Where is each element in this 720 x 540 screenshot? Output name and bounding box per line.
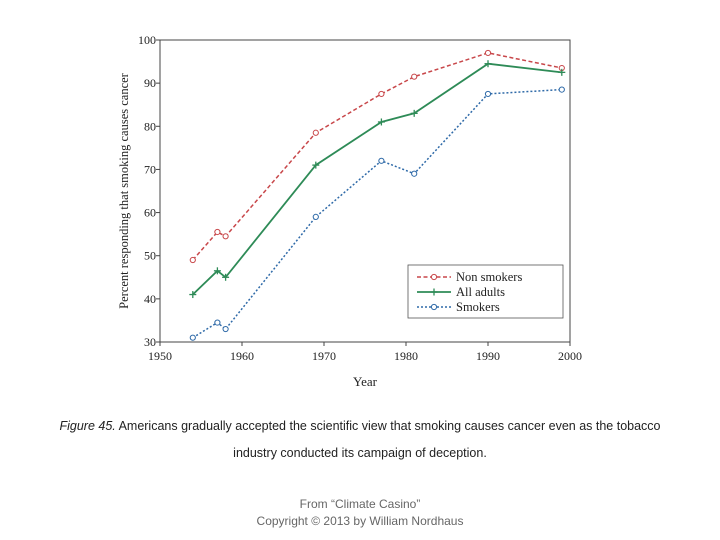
legend-label-non-smokers: Non smokers xyxy=(456,270,522,284)
data-point xyxy=(222,233,229,240)
data-point xyxy=(222,273,230,281)
y-tick-label: 70 xyxy=(144,162,156,176)
data-point xyxy=(189,256,196,264)
data-point xyxy=(214,319,221,326)
legend-marker xyxy=(430,288,438,296)
data-point xyxy=(411,73,418,80)
legend-marker xyxy=(430,273,438,281)
data-point xyxy=(484,49,492,57)
x-tick-label: 1970 xyxy=(312,349,336,363)
data-point xyxy=(484,60,492,68)
data-point xyxy=(558,86,565,93)
y-tick-label: 90 xyxy=(144,76,156,90)
data-point xyxy=(222,325,229,333)
y-axis: 30 40 50 60 70 80 90 100 xyxy=(138,33,160,349)
y-tick-label: 50 xyxy=(144,249,156,263)
y-tick-label: 60 xyxy=(144,206,156,220)
y-tick-label: 30 xyxy=(144,335,156,349)
data-point xyxy=(312,213,319,220)
series-smokers xyxy=(189,86,565,341)
x-axis-label: Year xyxy=(353,374,378,389)
data-point xyxy=(484,90,492,98)
data-point xyxy=(312,129,319,136)
x-tick-label: 2000 xyxy=(558,349,582,363)
data-point xyxy=(410,109,418,117)
legend-label-smokers: Smokers xyxy=(456,300,500,314)
data-point xyxy=(189,291,197,299)
y-tick-label: 40 xyxy=(144,292,156,306)
credit-line-1: From “Climate Casino” xyxy=(299,497,421,511)
legend-label-all-adults: All adults xyxy=(456,285,505,299)
series-line-non-smokers xyxy=(192,52,562,261)
x-axis: 1950 1960 1970 1980 1990 2000 xyxy=(148,342,582,363)
figure-caption: Figure 45. Americans gradually accepted … xyxy=(30,413,690,467)
data-point xyxy=(189,334,196,341)
x-tick-label: 1980 xyxy=(394,349,418,363)
data-point xyxy=(214,228,221,236)
credit-line-2: Copyright © 2013 by William Nordhaus xyxy=(256,514,464,528)
x-tick-label: 1960 xyxy=(230,349,254,363)
y-tick-label: 100 xyxy=(138,33,156,47)
x-tick-label: 1950 xyxy=(148,349,172,363)
caption-line-1: Americans gradually accepted the scienti… xyxy=(118,419,661,433)
series-line-all-adults xyxy=(192,62,562,296)
data-point xyxy=(312,161,320,169)
x-tick-label: 1990 xyxy=(476,349,500,363)
line-chart: 1950 1960 1970 1980 1990 2000 30 40 50 60 70 80 90 1… xyxy=(117,33,582,389)
data-point xyxy=(378,157,385,164)
series-layer xyxy=(189,49,566,341)
y-tick-label: 80 xyxy=(144,119,156,133)
caption-line-2: industry conducted its campaign of decep… xyxy=(233,446,487,460)
series-non-smokers xyxy=(189,49,565,264)
source-credit: From “Climate Casino” Copyright © 2013 b… xyxy=(160,496,560,530)
data-point xyxy=(411,170,418,177)
series-all-adults xyxy=(189,60,566,299)
data-point xyxy=(377,118,385,126)
plot-frame xyxy=(159,39,571,343)
figure-label: Figure 45. xyxy=(59,419,116,433)
legend-marker xyxy=(430,303,438,311)
data-point xyxy=(558,68,566,76)
data-point xyxy=(213,267,221,275)
y-axis-label: Percent responding that smoking causes c… xyxy=(117,72,131,309)
data-point xyxy=(378,90,385,98)
